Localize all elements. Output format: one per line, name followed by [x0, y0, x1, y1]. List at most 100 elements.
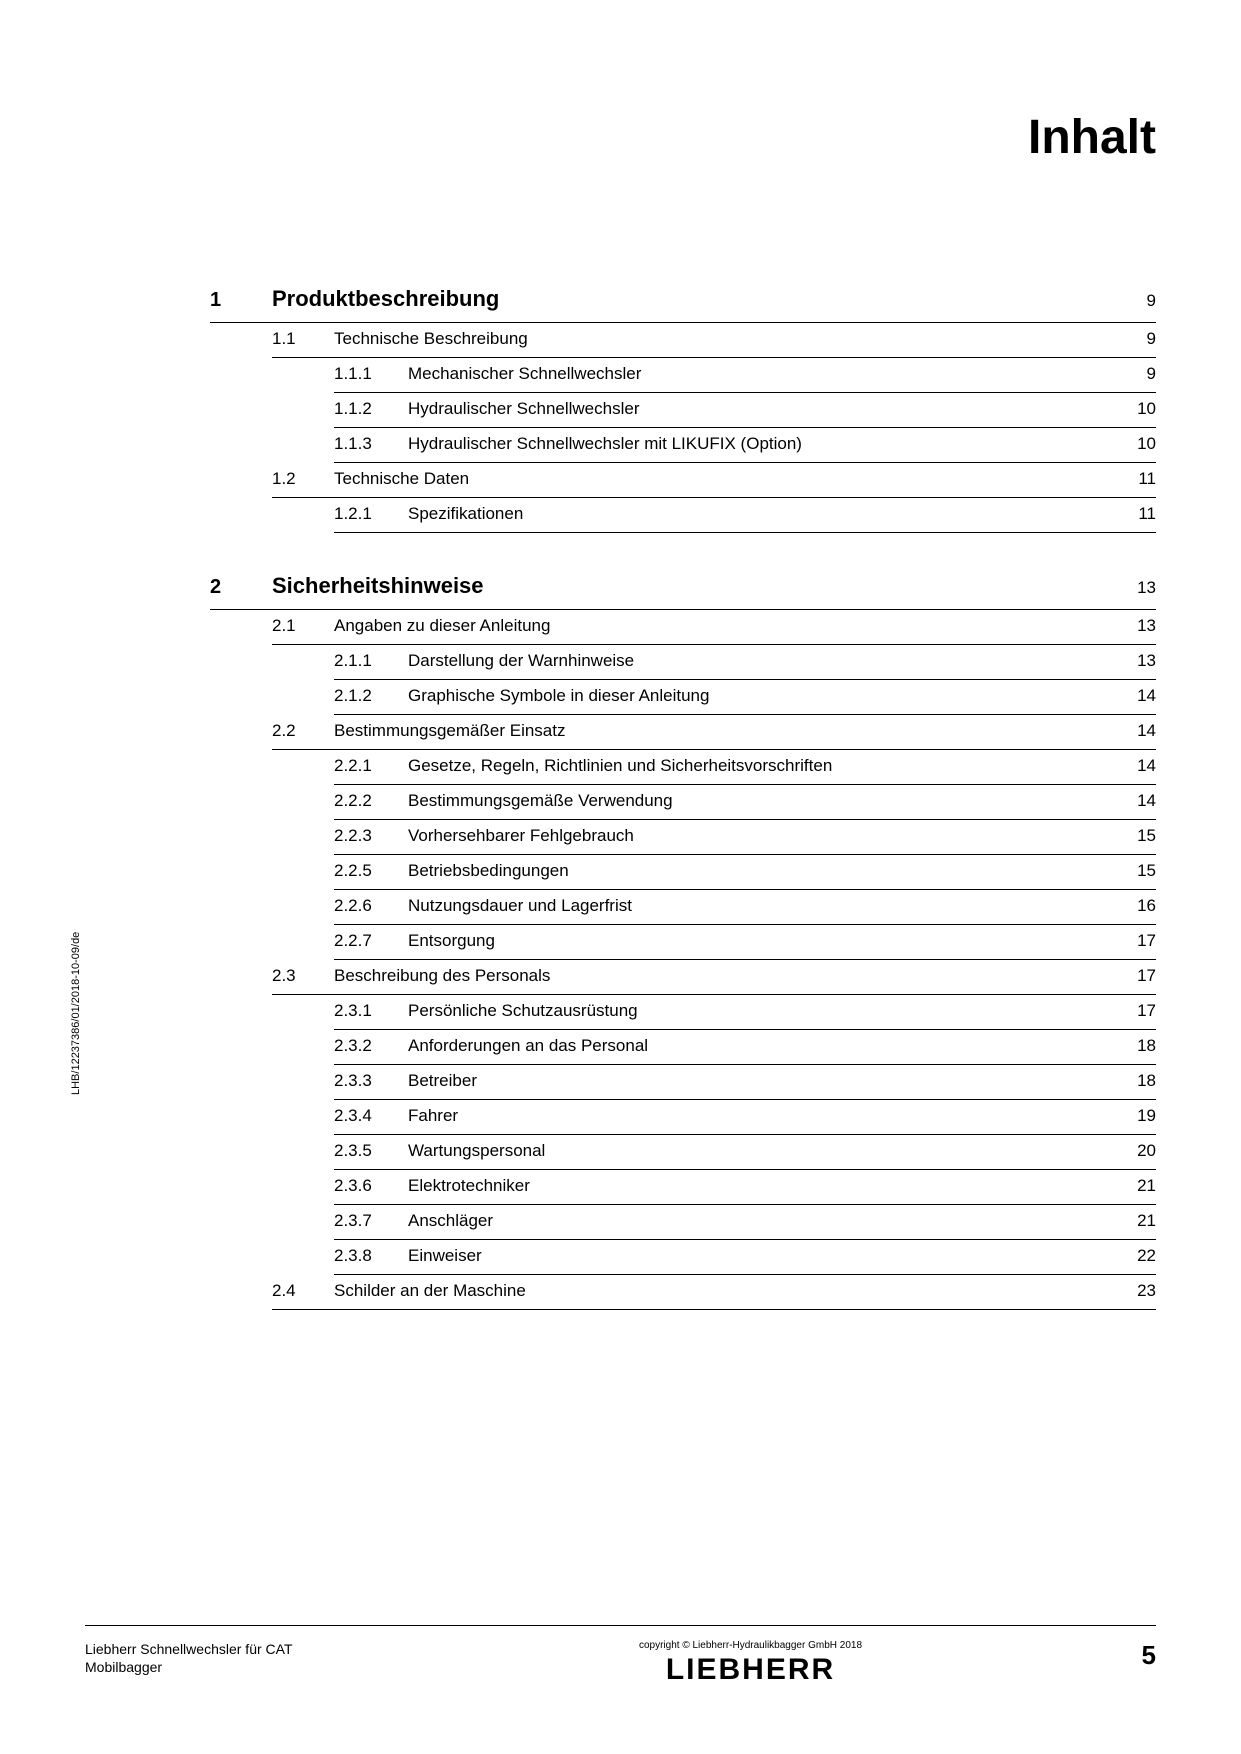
toc-subsection-page: 13 — [1116, 651, 1156, 671]
toc-chapter-row: 2Sicherheitshinweise13 — [210, 573, 1156, 610]
toc-section-title: Schilder an der Maschine — [334, 1281, 1116, 1301]
toc-subsection-page: 11 — [1116, 504, 1156, 524]
toc-chapter: 1Produktbeschreibung91.1Technische Besch… — [210, 286, 1156, 533]
toc-section-row: 1.2Technische Daten11 — [272, 463, 1156, 498]
toc-section-title: Angaben zu dieser Anleitung — [334, 616, 1116, 636]
toc-subsection-title: Einweiser — [408, 1246, 1116, 1266]
toc-subsection-num: 2.1.2 — [334, 686, 408, 706]
toc-subsection-title: Bestimmungsgemäße Verwendung — [408, 791, 1116, 811]
toc-subsection-title: Graphische Symbole in dieser Anleitung — [408, 686, 1116, 706]
toc-chapter-title: Sicherheitshinweise — [272, 573, 1116, 599]
toc-subsection-num: 1.1.1 — [334, 364, 408, 384]
table-of-contents: 1Produktbeschreibung91.1Technische Besch… — [210, 286, 1156, 1350]
toc-subsection-row: 2.3.2Anforderungen an das Personal18 — [334, 1030, 1156, 1065]
toc-section-page: 23 — [1116, 1281, 1156, 1301]
toc-subsection-page: 14 — [1116, 756, 1156, 776]
toc-section-page: 9 — [1116, 329, 1156, 349]
toc-subsection-title: Darstellung der Warnhinweise — [408, 651, 1116, 671]
side-document-id: LHB/12237386/01/2018-10-09/de — [70, 932, 82, 1095]
toc-subsection-num: 2.3.2 — [334, 1036, 408, 1056]
toc-subsection-num: 2.3.7 — [334, 1211, 408, 1231]
toc-subsection-title: Spezifikationen — [408, 504, 1116, 524]
toc-subsection-title: Persönliche Schutzausrüstung — [408, 1001, 1116, 1021]
footer-center: copyright © Liebherr-Hydraulikbagger Gmb… — [405, 1640, 1096, 1687]
toc-subsection-title: Vorhersehbarer Fehlgebrauch — [408, 826, 1116, 846]
toc-subsection-row: 2.3.7Anschläger21 — [334, 1205, 1156, 1240]
toc-section-num: 2.4 — [272, 1281, 334, 1301]
toc-subsection-row: 1.1.2Hydraulischer Schnellwechsler10 — [334, 393, 1156, 428]
toc-section-page: 13 — [1116, 616, 1156, 636]
toc-section-page: 14 — [1116, 721, 1156, 741]
footer-page-number: 5 — [1096, 1640, 1156, 1671]
toc-subsection-title: Nutzungsdauer und Lagerfrist — [408, 896, 1116, 916]
toc-subsection-page: 15 — [1116, 861, 1156, 881]
toc-chapter-num: 2 — [210, 576, 272, 599]
toc-subsection-num: 2.3.1 — [334, 1001, 408, 1021]
toc-subsection-title: Anforderungen an das Personal — [408, 1036, 1116, 1056]
toc-subsection-page: 10 — [1116, 399, 1156, 419]
toc-subsection-page: 18 — [1116, 1071, 1156, 1091]
toc-subsection-num: 2.3.8 — [334, 1246, 408, 1266]
toc-chapter-page: 13 — [1116, 578, 1156, 598]
toc-subsection-row: 1.1.3Hydraulischer Schnellwechsler mit L… — [334, 428, 1156, 463]
toc-chapter: 2Sicherheitshinweise132.1Angaben zu dies… — [210, 573, 1156, 1310]
toc-subsection-num: 2.2.2 — [334, 791, 408, 811]
toc-subsection-title: Gesetze, Regeln, Richtlinien und Sicherh… — [408, 756, 1116, 776]
toc-subsection-title: Fahrer — [408, 1106, 1116, 1126]
toc-subsection-row: 2.3.4Fahrer19 — [334, 1100, 1156, 1135]
toc-subsection-page: 9 — [1116, 364, 1156, 384]
toc-subsection-page: 21 — [1116, 1176, 1156, 1196]
toc-subsection-row: 1.2.1Spezifikationen11 — [334, 498, 1156, 533]
toc-subsection-title: Betreiber — [408, 1071, 1116, 1091]
toc-subsection-row: 2.3.1Persönliche Schutzausrüstung17 — [334, 995, 1156, 1030]
toc-subsection-num: 2.2.7 — [334, 931, 408, 951]
toc-subsection-num: 2.2.6 — [334, 896, 408, 916]
toc-subsection-row: 2.2.6Nutzungsdauer und Lagerfrist16 — [334, 890, 1156, 925]
toc-subsection-title: Wartungspersonal — [408, 1141, 1116, 1161]
toc-subsection-row: 2.2.3Vorhersehbarer Fehlgebrauch15 — [334, 820, 1156, 855]
toc-subsection-title: Mechanischer Schnellwechsler — [408, 364, 1116, 384]
toc-subsection-page: 20 — [1116, 1141, 1156, 1161]
toc-subsection-page: 15 — [1116, 826, 1156, 846]
toc-section-row: 2.1Angaben zu dieser Anleitung13 — [272, 610, 1156, 645]
toc-section-row: 2.2Bestimmungsgemäßer Einsatz14 — [272, 715, 1156, 750]
footer: Liebherr Schnellwechsler für CAT Mobilba… — [85, 1640, 1156, 1687]
toc-subsection-num: 2.3.4 — [334, 1106, 408, 1126]
toc-subsection-page: 19 — [1116, 1106, 1156, 1126]
toc-subsection-page: 17 — [1116, 931, 1156, 951]
toc-subsection-row: 2.2.5Betriebsbedingungen15 — [334, 855, 1156, 890]
toc-subsection-title: Hydraulischer Schnellwechsler mit LIKUFI… — [408, 434, 1116, 454]
toc-subsection-num: 1.1.3 — [334, 434, 408, 454]
toc-section-title: Technische Beschreibung — [334, 329, 1116, 349]
toc-subsection-title: Entsorgung — [408, 931, 1116, 951]
toc-section-page: 11 — [1116, 469, 1156, 489]
toc-section-num: 1.1 — [272, 329, 334, 349]
toc-subsection-row: 1.1.1Mechanischer Schnellwechsler9 — [334, 358, 1156, 393]
toc-section-row: 1.1Technische Beschreibung9 — [272, 323, 1156, 358]
toc-subsection-page: 21 — [1116, 1211, 1156, 1231]
toc-subsection-page: 10 — [1116, 434, 1156, 454]
toc-subsection-page: 18 — [1116, 1036, 1156, 1056]
toc-subsection-title: Elektrotechniker — [408, 1176, 1116, 1196]
toc-subsection-page: 14 — [1116, 791, 1156, 811]
toc-subsection-num: 2.3.3 — [334, 1071, 408, 1091]
toc-subsection-num: 2.2.1 — [334, 756, 408, 776]
toc-subsection-num: 2.3.5 — [334, 1141, 408, 1161]
toc-section-num: 2.1 — [272, 616, 334, 636]
toc-chapter-title: Produktbeschreibung — [272, 286, 1116, 312]
toc-section-num: 2.3 — [272, 966, 334, 986]
toc-subsection-page: 22 — [1116, 1246, 1156, 1266]
toc-subsection-title: Hydraulischer Schnellwechsler — [408, 399, 1116, 419]
page-title: Inhalt — [1028, 110, 1156, 165]
toc-subsection-row: 2.3.8Einweiser22 — [334, 1240, 1156, 1275]
toc-subsection-row: 2.2.2Bestimmungsgemäße Verwendung14 — [334, 785, 1156, 820]
footer-rule — [85, 1625, 1156, 1626]
footer-copyright: copyright © Liebherr-Hydraulikbagger Gmb… — [405, 1640, 1096, 1651]
toc-subsection-page: 14 — [1116, 686, 1156, 706]
toc-subsection-row: 2.2.7Entsorgung17 — [334, 925, 1156, 960]
toc-subsection-num: 2.3.6 — [334, 1176, 408, 1196]
toc-subsection-num: 2.2.3 — [334, 826, 408, 846]
toc-chapter-num: 1 — [210, 289, 272, 312]
toc-chapter-row: 1Produktbeschreibung9 — [210, 286, 1156, 323]
toc-section-title: Bestimmungsgemäßer Einsatz — [334, 721, 1116, 741]
